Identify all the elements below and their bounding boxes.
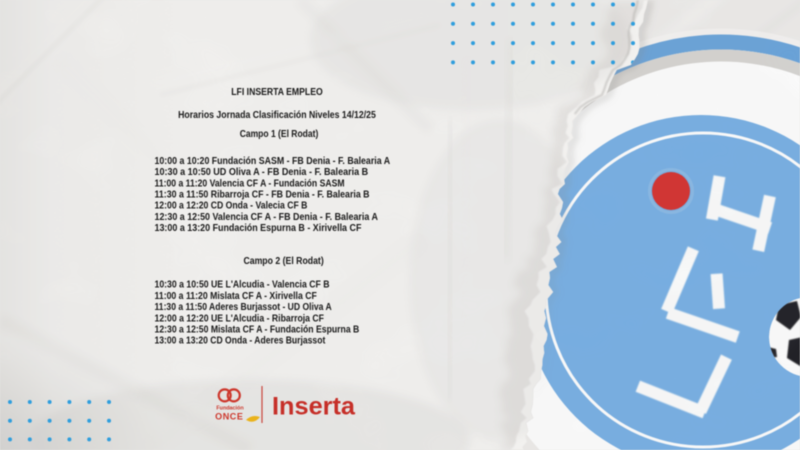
svg-text:Inserta: Inserta: [272, 392, 356, 420]
svg-text:12:30 a 12:50 Mislata CF A - F: 12:30 a 12:50 Mislata CF A - Fundación E…: [155, 324, 360, 335]
svg-text:Campo 2 (El Rodat): Campo 2 (El Rodat): [243, 256, 323, 267]
svg-text:ONCE: ONCE: [215, 412, 243, 422]
svg-text:12:00 a 12:20 CD Onda - Valeci: 12:00 a 12:20 CD Onda - Valecia CF B: [155, 201, 308, 212]
svg-text:10:30 a 10:50 UD Oliva A - FB: 10:30 a 10:50 UD Oliva A - FB Denia - F.…: [155, 167, 369, 178]
svg-text:Fundación: Fundación: [216, 406, 243, 412]
svg-text:13:00 a 13:20 CD Onda - Aderes: 13:00 a 13:20 CD Onda - Aderes Burjassot: [155, 336, 326, 347]
svg-text:LFI INSERTA EMPLEO: LFI INSERTA EMPLEO: [231, 87, 323, 98]
svg-text:Campo 1 (El Rodat): Campo 1 (El Rodat): [240, 129, 319, 140]
svg-text:11:00 a 11:20 Valencia CF A -: 11:00 a 11:20 Valencia CF A - Fundación …: [155, 178, 345, 189]
svg-text:11:30 a 11:50 Aderes Burjassot: 11:30 a 11:50 Aderes Burjassot - UD Oliv…: [155, 302, 332, 313]
svg-text:11:00 a 11:20 Mislata CF A - X: 11:00 a 11:20 Mislata CF A - Xirivella C…: [155, 291, 317, 302]
svg-text:10:00 a 10:20 Fundación SASM -: 10:00 a 10:20 Fundación SASM - FB Denia …: [155, 156, 391, 167]
svg-text:11:30 a 11:50 Ribarroja CF - F: 11:30 a 11:50 Ribarroja CF - FB Denia - …: [155, 190, 370, 201]
svg-text:10:30 a 10:50 UE L'Alcudia - V: 10:30 a 10:50 UE L'Alcudia - Valencia CF…: [155, 280, 330, 291]
svg-text:Horarios Jornada Clasificación: Horarios Jornada Clasificación Niveles 1…: [178, 110, 376, 121]
svg-text:12:30 a 12:50 Valencia CF A -: 12:30 a 12:50 Valencia CF A - FB Denia -…: [155, 212, 378, 223]
svg-text:13:00 a 13:20 Fundación Espurn: 13:00 a 13:20 Fundación Espurna B - Xiri…: [155, 223, 362, 234]
svg-text:12:00 a 12:20 UE L'Alcudia - R: 12:00 a 12:20 UE L'Alcudia - Ribarroja C…: [155, 313, 325, 324]
